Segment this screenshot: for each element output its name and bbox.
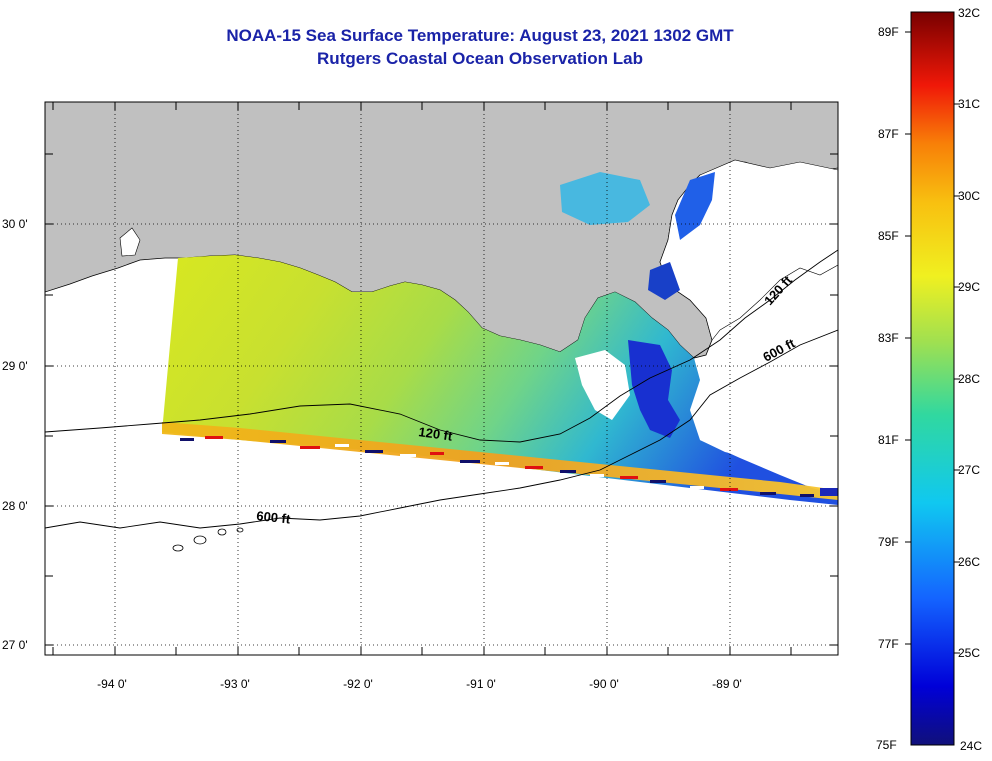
colorbar-f-label: 75F [876,738,897,752]
colorbar-f-label: 77F [878,637,899,651]
colorbar-c-label: 29C [958,280,980,294]
lon-label: -92 0' [343,677,373,691]
map-title: NOAA-15 Sea Surface Temperature: August … [130,24,830,70]
colorbar-ticks [905,31,960,654]
contour-label-120-west: 120 ft [418,424,454,444]
lon-label: -89 0' [712,677,742,691]
colorbar-f-label: 79F [878,535,899,549]
lat-label: 29 0' [2,359,28,373]
colorbar-f-label: 87F [878,127,899,141]
graticule [45,102,838,655]
colorbar-c-label: 30C [958,189,980,203]
lat-label: 28 0' [2,499,28,513]
colorbar-f-label: 83F [878,331,899,345]
contour-label-600-west: 600 ft [256,508,292,527]
lon-label: -91 0' [466,677,496,691]
cold-patch-north [675,172,715,240]
cloud-gap-2 [700,420,790,460]
lat-label: 27 0' [2,638,28,652]
colorbar-c-label: 26C [958,555,980,569]
cold-patch-delta [648,262,680,300]
cool-patch-bay [560,172,650,225]
colorbar-f-label: 85F [878,229,899,243]
cloud-gap [575,350,630,420]
coastal-lake [119,227,141,257]
cold-patch-east [628,340,680,438]
colorbar-c-label: 31C [958,97,980,111]
noise-dashes [180,436,838,497]
contour-120ft [45,249,838,443]
plot-frame [44,101,839,656]
warm-band [162,422,838,500]
colorbar [910,11,955,746]
lat-label: 30 0' [2,217,28,231]
contour-600ft [45,329,838,529]
colorbar-f-label: 89F [878,25,899,39]
colorbar-c-label: 32C [958,6,980,20]
lon-label: -93 0' [220,677,250,691]
colorbar-f-label: 81F [878,433,899,447]
title-line-2: Rutgers Coastal Ocean Observation Lab [317,49,643,68]
colorbar-c-label: 28C [958,372,980,386]
lon-label: -90 0' [589,677,619,691]
title-line-1: NOAA-15 Sea Surface Temperature: August … [226,26,734,45]
lon-label: -94 0' [97,677,127,691]
colorbar-c-label: 27C [958,463,980,477]
contour-islands [172,527,244,552]
colorbar-c-label: 25C [958,646,980,660]
colorbar-c-label: 24C [960,739,982,753]
axis-ticks [45,102,838,655]
